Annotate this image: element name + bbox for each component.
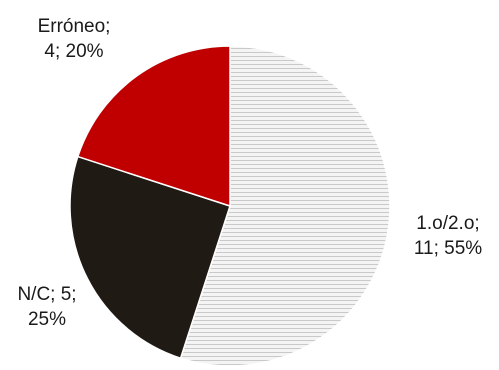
slice-label-1o2o-line2: 11; 55% <box>414 238 482 259</box>
slice-label-erroneo-line1: Erróneo; <box>38 16 111 37</box>
pie-slice-err-neo <box>76 45 231 208</box>
slice-label-erroneo-line2: 4; 20% <box>44 41 103 62</box>
pie-labels: 1.o/2.o; 11; 55% N/C; 5; 25% Erróneo; 4;… <box>17 16 482 330</box>
slice-label-nc-line1: N/C; 5; <box>17 284 76 305</box>
pie-slices <box>69 45 391 367</box>
slice-label-1o2o-line1: 1.o/2.o; <box>416 213 479 234</box>
slice-label-nc-line2: 25% <box>28 309 66 330</box>
pie-slice-1-o-2-o <box>179 45 391 367</box>
pie-slice-n-c <box>69 155 231 360</box>
